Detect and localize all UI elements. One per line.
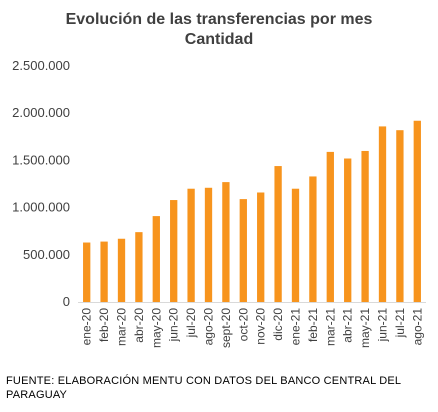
- bar-feb-21: [309, 176, 317, 302]
- y-tick-label: 2.500.000: [12, 58, 70, 73]
- bar-ene-21: [291, 188, 300, 302]
- x-tick-label: jun-21: [376, 308, 390, 343]
- bar-mar-21: [326, 151, 334, 302]
- y-tick-label: 1.500.000: [12, 152, 70, 167]
- x-tick-label: nov-20: [254, 308, 268, 345]
- bar-jul-21: [396, 130, 404, 302]
- bar-sept-20: [222, 182, 230, 302]
- bar-dic-20: [274, 166, 282, 302]
- y-tick-label: 1.000.000: [12, 200, 70, 215]
- x-tick-label: ene-20: [80, 308, 94, 346]
- x-tick-label: oct-20: [236, 308, 250, 342]
- bar-feb-20: [100, 241, 108, 302]
- x-tick-label: ago-21: [410, 308, 424, 346]
- x-tick-label: mar-21: [323, 308, 337, 346]
- x-tick-label: feb-20: [97, 308, 111, 342]
- bar-jul-20: [187, 188, 195, 302]
- x-tick-label: abr-21: [341, 308, 355, 343]
- bar-abr-21: [344, 158, 352, 302]
- bar-ago-20: [204, 187, 213, 302]
- bar-may-20: [152, 216, 160, 302]
- bar-jun-20: [170, 200, 178, 302]
- x-tick-label: jul-20: [184, 308, 198, 339]
- x-tick-label: ene-21: [289, 308, 303, 346]
- bar-nov-20: [257, 192, 265, 302]
- x-tick-label: dic-20: [271, 308, 285, 341]
- x-tick-label: feb-21: [306, 308, 320, 342]
- bar-abr-20: [135, 232, 143, 302]
- y-tick-label: 0: [63, 294, 70, 309]
- x-tick-label: mar-20: [115, 308, 129, 346]
- y-tick-label: 2.000.000: [12, 105, 70, 120]
- x-tick-label: sept-20: [219, 308, 233, 348]
- x-tick-label: jun-20: [167, 308, 181, 343]
- bar-jun-21: [378, 126, 387, 302]
- bar-may-21: [361, 150, 369, 302]
- bar-mar-20: [117, 238, 126, 302]
- source-footnote: FUENTE: ELABORACIÓN MENTU CON DATOS DEL …: [6, 375, 401, 401]
- y-tick-label: 500.000: [23, 247, 70, 262]
- x-tick-label: may-21: [358, 308, 372, 348]
- bar-ago-21: [413, 120, 421, 302]
- bar-oct-20: [239, 199, 247, 302]
- chart-title: Evolución de las transferencias por mes: [65, 11, 373, 28]
- x-tick-label: ago-20: [202, 308, 216, 346]
- bar-ene-20: [83, 242, 91, 302]
- x-tick-label: may-20: [149, 308, 163, 348]
- chart-subtitle: Cantidad: [184, 31, 254, 48]
- x-tick-label: abr-20: [132, 308, 146, 343]
- x-tick-label: jul-21: [393, 308, 407, 339]
